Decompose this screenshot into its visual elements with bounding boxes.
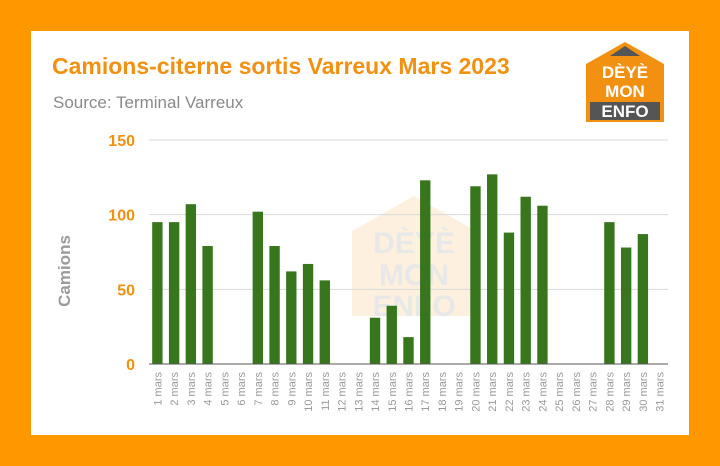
bar: [403, 337, 414, 364]
x-tick-label: 23 mars: [521, 372, 533, 412]
watermark-line-3: ENFO: [372, 290, 455, 323]
y-tick-label: 50: [117, 282, 135, 299]
watermark-line-1: DÈYÈ: [373, 226, 455, 260]
y-tick-label: 150: [108, 133, 135, 150]
bar: [168, 222, 180, 364]
x-tick-label: 30 mars: [638, 372, 650, 412]
chart-title: Camions-citerne sortis Varreux Mars 2023: [52, 53, 510, 79]
x-tick-label: 11 mars: [320, 372, 332, 411]
x-tick-label: 18 mars: [437, 372, 449, 412]
y-tick-label: 100: [108, 208, 135, 225]
bar: [202, 246, 213, 364]
x-tick-label: 9 mars: [286, 372, 298, 406]
x-tick-label: 20 mars: [470, 372, 482, 412]
x-tick-label: 15 mars: [387, 372, 399, 412]
x-tick-label: 22 mars: [504, 372, 516, 412]
x-tick-label: 13 mars: [353, 372, 365, 412]
bar: [420, 180, 431, 364]
x-tick-label: 24 mars: [537, 372, 549, 412]
y-tick-label: 0: [126, 357, 135, 374]
x-tick-label: 3 mars: [186, 372, 198, 406]
bar: [470, 186, 481, 364]
x-tick-label: 7 mars: [253, 372, 265, 406]
bar: [386, 305, 397, 364]
bar: [487, 174, 498, 364]
bar: [369, 317, 381, 364]
x-tick-label: 10 mars: [303, 372, 315, 412]
x-tick-label: 6 mars: [236, 372, 248, 406]
bar: [503, 232, 515, 364]
x-tick-label: 8 mars: [270, 372, 282, 406]
bar-chart: DÈYÈ MON ENFO 0 50 100 150 1 mars 2 mars 3 ma…: [55, 133, 668, 412]
bar: [286, 271, 297, 364]
chart-card: Camions-citerne sortis Varreux Mars 2023…: [31, 31, 689, 435]
bar: [637, 234, 649, 364]
x-tick-label: 16 mars: [404, 372, 416, 412]
watermark-line-2: MON: [379, 259, 449, 292]
bar: [319, 280, 330, 364]
x-tick-label: 17 mars: [420, 372, 432, 412]
x-tick-label: 31 mars: [655, 372, 667, 412]
bar: [185, 204, 197, 364]
logo-line-2: MON: [605, 82, 645, 101]
x-tick-label: 21 mars: [487, 372, 499, 412]
x-tick-label: 27 mars: [588, 372, 600, 412]
bar: [620, 247, 632, 364]
bar: [152, 222, 163, 364]
logo-line-3: ENFO: [601, 102, 648, 121]
watermark-logo: DÈYÈ MON ENFO: [352, 196, 476, 323]
x-tick-label: 26 mars: [571, 372, 583, 412]
bar: [269, 246, 280, 364]
x-tick-label: 5 mars: [219, 372, 231, 406]
x-tick-label: 14 mars: [370, 372, 382, 412]
bar: [302, 263, 314, 364]
bar: [252, 211, 264, 364]
bar: [520, 196, 531, 364]
bar: [537, 205, 548, 364]
logo-line-1: DÈYÈ: [602, 63, 648, 82]
x-tick-label: 4 mars: [203, 372, 215, 406]
x-tick-label: 19 mars: [454, 372, 466, 412]
chart-subtitle: Source: Terminal Varreux: [53, 93, 244, 112]
deye-mon-enfo-logo: DÈYÈ MON ENFO: [586, 42, 664, 122]
y-axis-label: Camions: [55, 235, 74, 307]
x-tick-label: 12 mars: [337, 372, 349, 412]
x-tick-label: 2 mars: [169, 372, 181, 406]
bar: [604, 222, 615, 364]
x-tick-label: 28 mars: [604, 372, 616, 412]
x-tick-label: 1 mars: [152, 372, 164, 406]
x-tick-label: 29 mars: [621, 372, 633, 412]
x-tick-label: 25 mars: [554, 372, 566, 412]
